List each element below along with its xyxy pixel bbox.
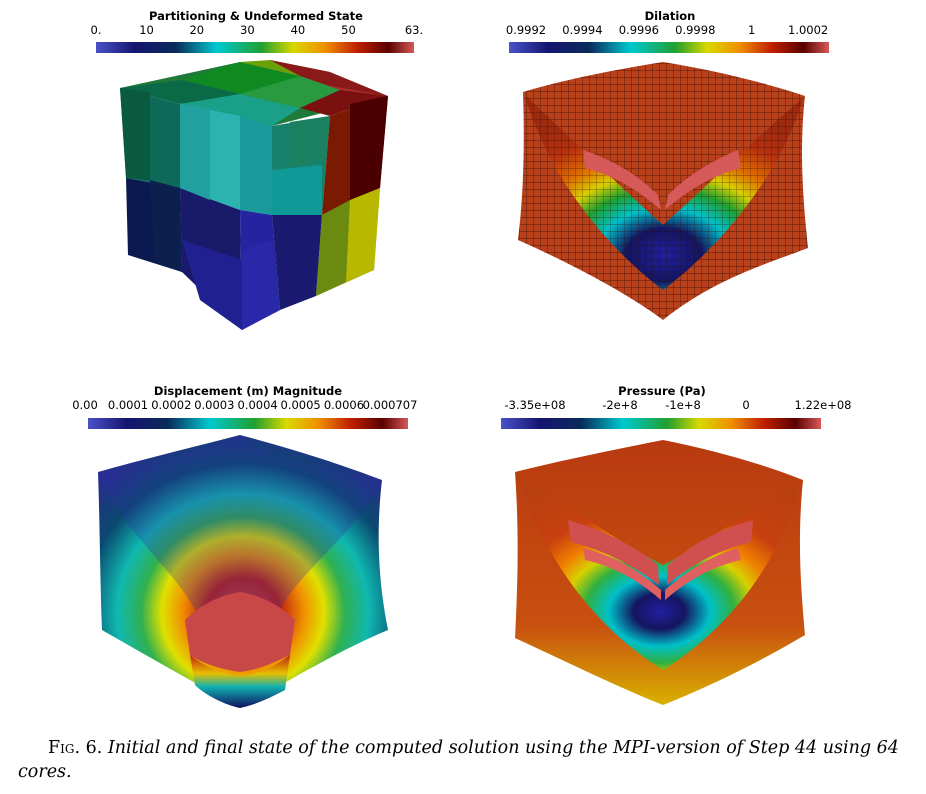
- colorbar-tick-label: 0.0002: [151, 398, 192, 412]
- colorbar-tick-label: 0.0005: [280, 398, 321, 412]
- colorbar-tick-label: 0.9992: [505, 23, 547, 37]
- colorbar-ticks: 0.9992 0.9994 0.9996 0.9998 1 1.0002: [506, 23, 831, 37]
- colorbar-tick-label: 0.0004: [237, 398, 278, 412]
- colorbar-ticks: 0. 10 20 30 40 50 63.: [91, 23, 424, 37]
- panel-displacement: Displacement (m) Magnitude 0.00 0.0001 0.0…: [0, 380, 463, 750]
- colorbar-tick-label: 0.0006: [323, 398, 365, 412]
- colorbar-tick-label: 0.0003: [194, 398, 235, 412]
- colorbar: [501, 418, 821, 429]
- colorbar-tick-label: 40: [290, 23, 306, 37]
- caption-text: Initial and final state of the computed …: [18, 738, 899, 782]
- colorbar-tick-label: 1: [748, 23, 756, 37]
- colorbar: [509, 42, 829, 53]
- colorbar-ticks: 0.00 0.0001 0.0002 0.0003 0.0004 0.0005 0.0006…: [72, 398, 417, 412]
- colorbar-tick-label: 0.000707: [362, 398, 418, 412]
- colorbar-tick-label: 1.22e+08: [794, 398, 852, 412]
- colorbar-tick-label: 50: [341, 23, 356, 37]
- colorbar-tick-label: 1.0002: [788, 23, 829, 37]
- colorbar-tick-label: 63.: [404, 23, 424, 37]
- colorbar-tick-label: 0.: [90, 23, 102, 37]
- colorbar-tick-label: 30: [240, 23, 255, 37]
- panel-partitioning: Partitioning & Undeformed State 0. 10 20 30…: [0, 0, 463, 370]
- colorbar-tick-label: 10: [139, 23, 154, 37]
- partitioned-cube: [120, 60, 388, 330]
- colorbar-title: Partitioning & Undeformed State: [149, 9, 363, 23]
- colorbar-tick-label: -1e+8: [665, 398, 701, 412]
- panel-dilation: Dilation 0.9992 0.9994 0.9996 0.9998 1 1.0002: [463, 0, 926, 370]
- displacement-deformed-cube: [98, 435, 388, 708]
- colorbar-tick-label: 20: [189, 23, 205, 37]
- colorbar-tick-label: 0.9994: [562, 23, 603, 37]
- colorbar-title: Displacement (m) Magnitude: [153, 384, 343, 398]
- colorbar-tick-label: 0.9998: [675, 23, 716, 37]
- colorbar: [88, 418, 408, 429]
- colorbar-title: Pressure (Pa): [618, 384, 706, 398]
- colorbar-tick-label: 0.9996: [618, 23, 659, 37]
- panel-pressure: Pressure (Pa) -3.35e+08 -2e+8 -1e+8 0 1.22e+…: [463, 380, 926, 750]
- colorbar-ticks: -3.35e+08 -2e+8 -1e+8 0 1.22e+08: [504, 398, 851, 412]
- colorbar-title: Dilation: [644, 9, 696, 23]
- figure-caption: Fig. 6. Initial and final state of the c…: [18, 736, 910, 784]
- colorbar-tick-label: -3.35e+08: [504, 398, 566, 412]
- dilation-deformed-cube: [518, 62, 808, 320]
- colorbar-tick-label: 0.00: [72, 398, 98, 412]
- pressure-deformed-cube: [515, 440, 805, 705]
- figure-label: Fig. 6.: [48, 738, 103, 758]
- colorbar: [96, 42, 414, 53]
- colorbar-tick-label: 0: [742, 398, 750, 412]
- colorbar-tick-label: 0.0001: [107, 398, 149, 412]
- colorbar-tick-label: -2e+8: [602, 398, 638, 412]
